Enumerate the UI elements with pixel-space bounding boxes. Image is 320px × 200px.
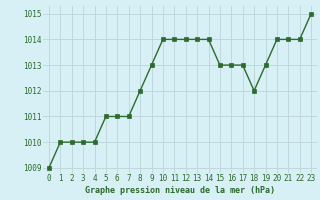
X-axis label: Graphe pression niveau de la mer (hPa): Graphe pression niveau de la mer (hPa) bbox=[85, 186, 275, 195]
